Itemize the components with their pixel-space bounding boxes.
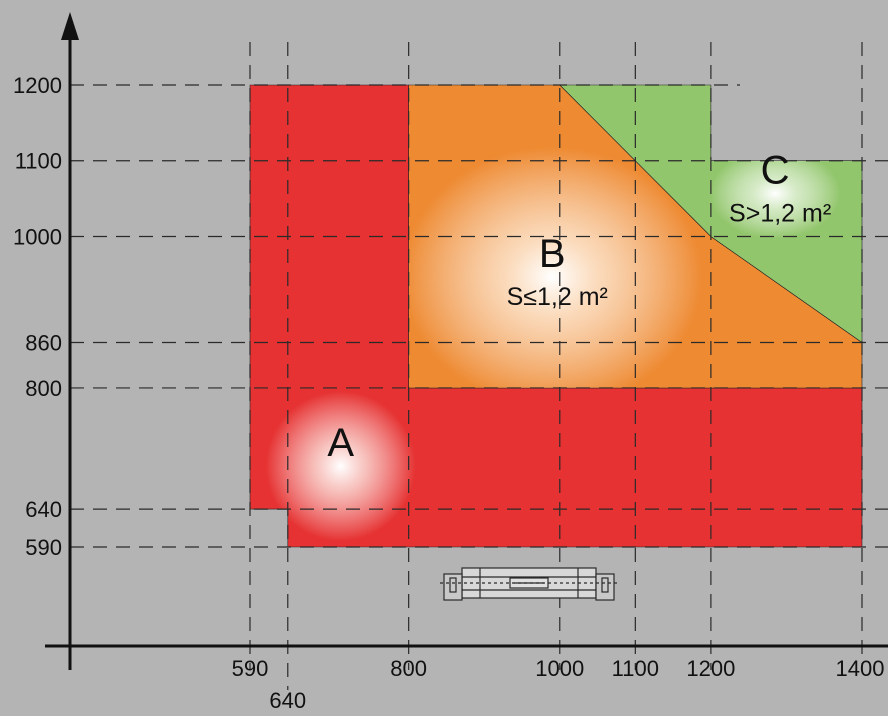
zone-c-glow [710,148,841,239]
x-tick-label: 590 [232,656,269,681]
zone-labels: A B S≤1,2 m² C S>1,2 m² [327,148,831,465]
y-tick-label: 800 [25,376,62,401]
grid-lines [70,42,888,690]
y-tick-label: 1100 [15,149,62,174]
x-tick-label: 1100 [612,656,659,681]
y-tick-label: 640 [25,497,62,522]
y-tick-label: 1200 [13,73,62,98]
zone-b-letter: B [539,232,566,276]
y-axis-arrow-icon [61,12,79,40]
chassis-icon [440,567,618,601]
x-tick-label: 1200 [686,656,735,681]
x-tick-label: 640 [269,688,306,711]
axes [45,12,888,670]
zone-c-letter: C [761,148,790,192]
x-tick-label: 1400 [836,656,885,681]
x-tick-label: 1000 [535,656,584,681]
y-tick-label: 1000 [13,224,62,249]
x-tick-label: 800 [390,656,427,681]
zone-b-area-label: S≤1,2 m² [507,283,608,311]
zone-c-area-label: S>1,2 m² [729,199,831,227]
zone-a-glow [265,391,416,542]
y-tick-label: 860 [25,331,62,356]
y-tick-labels: 590 640 800 860 1000 1100 1200 [13,73,62,560]
zone-b-glow [408,146,703,388]
zone-a-letter: A [327,421,354,465]
y-tick-label: 590 [25,535,62,560]
